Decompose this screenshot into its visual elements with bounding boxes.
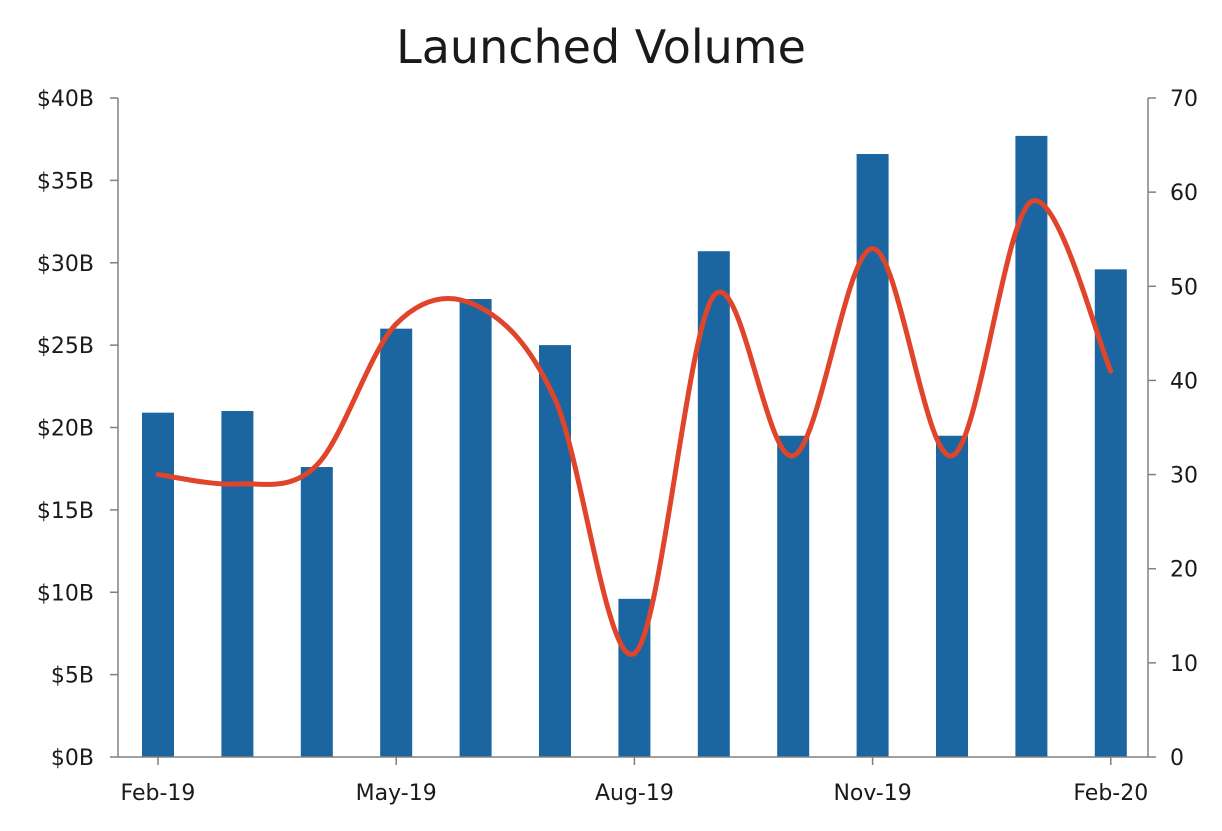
bar-series [142, 135, 1127, 757]
bar-Feb-20 [1094, 269, 1127, 757]
y-left-tick-label: $20B [37, 417, 94, 442]
line-series [155, 198, 1114, 657]
bar-Mar-19 [221, 411, 254, 757]
bar-May-19 [380, 328, 413, 757]
y-left-tick-label: $10B [37, 581, 94, 606]
bar-Sep-19 [697, 251, 730, 757]
chart-title: Launched Volume [396, 20, 806, 74]
y-left-tick-label: $30B [37, 252, 94, 277]
bar-Jul-19 [539, 345, 571, 757]
y-left-tick-label: $0B [51, 746, 94, 771]
y-right-tick-label: 60 [1170, 181, 1198, 206]
bar-Oct-19 [777, 435, 810, 757]
bar-Nov-19 [856, 154, 889, 757]
y-right-tick-label: 50 [1170, 275, 1198, 300]
series-line [155, 198, 1114, 657]
x-tick-label: Aug-19 [595, 781, 674, 806]
y-left-tick-label: $25B [37, 334, 94, 359]
y-right-tick-label: 30 [1170, 464, 1198, 489]
y-right-tick-label: 40 [1170, 369, 1198, 394]
bar-Apr-19 [300, 467, 333, 757]
y-right-tick-label: 10 [1170, 652, 1198, 677]
bar-Jun-19 [459, 298, 492, 757]
y-left-tick-label: $35B [37, 169, 94, 194]
bar-Dec-19 [936, 435, 968, 757]
x-tick-label: Feb-19 [121, 781, 196, 806]
bar-Jan-20 [1015, 135, 1048, 757]
x-tick-label: May-19 [356, 781, 437, 806]
axes: $0B $5B $10B $15B $20B $25B $30B $35B $40B 0 10 20 3… [37, 87, 1198, 806]
x-tick-label: Nov-19 [833, 781, 911, 806]
x-tick-label: Feb-20 [1073, 781, 1148, 806]
y-left-tick-label: $15B [37, 499, 94, 524]
y-left-tick-label: $40B [37, 87, 94, 112]
y-left-tick-label: $5B [51, 664, 94, 689]
y-right-tick-label: 20 [1170, 558, 1198, 583]
y-right-tick-label: 0 [1170, 746, 1184, 771]
bar-Feb-19 [142, 412, 174, 757]
y-right-tick-label: 70 [1170, 87, 1198, 112]
